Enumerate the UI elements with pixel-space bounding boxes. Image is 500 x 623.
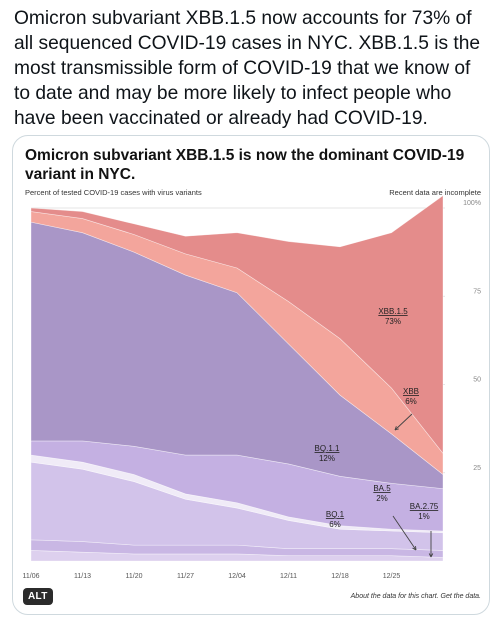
annotation-value: 6%: [329, 520, 341, 529]
x-tick-label: 12/18: [331, 573, 349, 580]
series-area: [30, 195, 444, 455]
alt-badge[interactable]: ALT: [23, 588, 53, 605]
x-tick-label: 12/11: [280, 573, 297, 580]
annotation-label: BA.5: [373, 484, 391, 493]
annotation-value: 12%: [319, 454, 335, 463]
annotation-label: BA.2.75: [410, 502, 439, 511]
annotation-pointer: [392, 515, 417, 551]
chart-card[interactable]: Omicron subvariant XBB.1.5 is now the do…: [12, 135, 490, 615]
x-tick-label: 11/06: [23, 573, 40, 580]
x-tick-label: 11/13: [74, 573, 91, 580]
chart-note: Recent data are incomplete: [389, 188, 481, 197]
annotation-arrowhead: [412, 545, 417, 551]
annotation-arrowhead: [394, 426, 399, 431]
chart-title: Omicron subvariant XBB.1.5 is now the do…: [25, 147, 465, 183]
annotation-value: 2%: [376, 494, 388, 503]
annotation-value: 1%: [418, 512, 430, 521]
y-tick-label: 50: [473, 377, 481, 384]
annotation-arrowhead: [428, 553, 434, 558]
x-tick-label: 11/20: [126, 573, 143, 580]
y-tick-label: 25: [473, 465, 481, 472]
annotation-pointer: [394, 413, 413, 431]
x-tick-label: 11/27: [177, 573, 194, 580]
annotation-label: XBB: [403, 387, 419, 396]
annotation-value: 73%: [385, 317, 401, 326]
y-tick-label: 75: [473, 288, 481, 295]
stacked-area-chart: 25 50 75 100% 11/06 11/13 11/20 11/27 12/04 12/11…: [23, 195, 481, 580]
x-tick-label: 12/25: [383, 573, 401, 580]
chart-subtitle: Percent of tested COVID-19 cases with vi…: [25, 188, 202, 197]
annotation-label: XBB.1.5: [378, 307, 408, 316]
y-tick-label: 100%: [463, 200, 481, 207]
x-tick-label: 12/04: [228, 573, 246, 580]
annotation-value: 6%: [405, 397, 417, 406]
data-footer-link[interactable]: About the data for this chart. Get the d…: [350, 593, 481, 600]
annotation-label: BQ.1.1: [315, 444, 340, 453]
annotation-label: BQ.1: [326, 510, 345, 519]
tweet-text: Omicron subvariant XBB.1.5 now accounts …: [14, 8, 481, 129]
